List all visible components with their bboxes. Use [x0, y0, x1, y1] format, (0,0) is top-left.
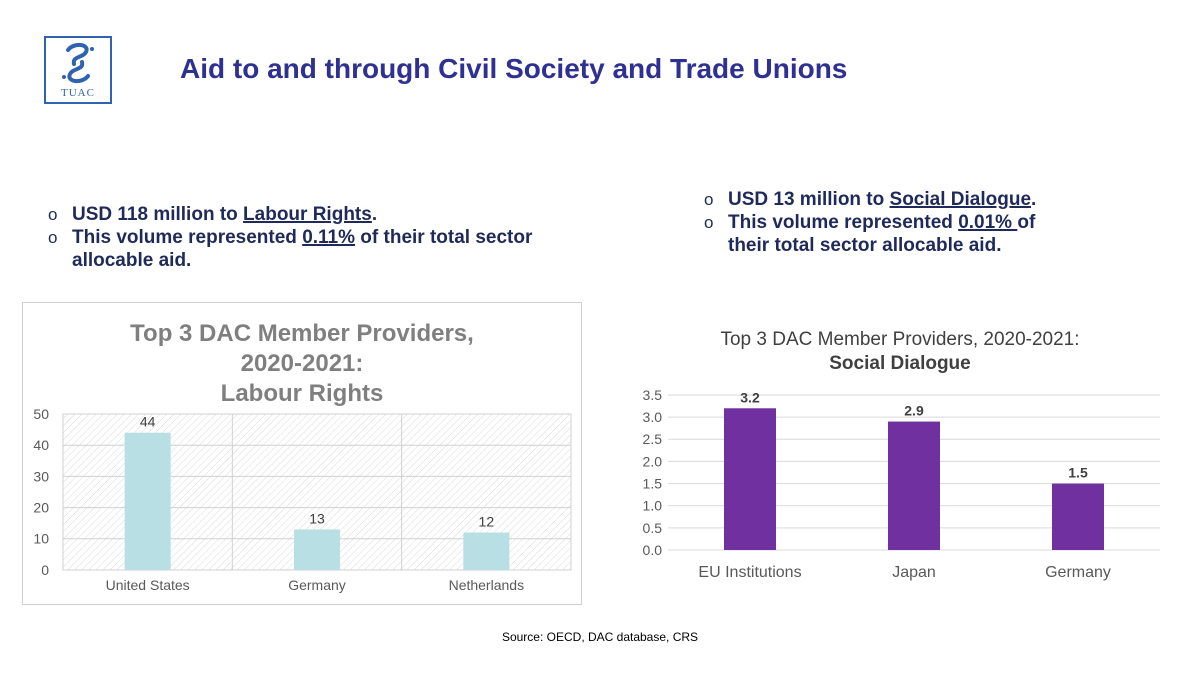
y-tick-label: 10 [33, 531, 49, 547]
labour-rights-chart: Top 3 DAC Member Providers, 2020-2021: L… [22, 302, 582, 605]
x-tick-label: Germany [288, 577, 346, 593]
social-dialogue-chart: Top 3 DAC Member Providers, 2020-2021: S… [620, 322, 1180, 592]
bullet-text: This volume represented [728, 212, 959, 233]
bullet-text: of their total sector allocable aid. [72, 227, 533, 271]
data-label: 3.2 [740, 389, 760, 405]
bar [1052, 483, 1104, 550]
bullet-text: USD 118 million to [72, 204, 244, 225]
x-tick-label: Japan [892, 564, 936, 581]
y-tick-label: 0.0 [643, 542, 663, 558]
bar [888, 421, 940, 550]
y-tick-label: 30 [33, 468, 49, 484]
data-label: 13 [309, 510, 325, 526]
left-bullet-1: USD 118 million to Labour Rights. [44, 203, 584, 226]
right-bullet-2: This volume represented 0.01% of their t… [700, 211, 1080, 257]
left-bullet-list: USD 118 million to Labour Rights. This v… [44, 203, 584, 272]
page-title: Aid to and through Civil Society and Tra… [180, 53, 848, 84]
data-label: 2.9 [904, 403, 924, 419]
right-bullet-1: USD 13 million to Social Dialogue. [700, 188, 1080, 211]
left-bullet-2: This volume represented 0.11% of their t… [44, 226, 584, 272]
source-note: Source: OECD, DAC database, CRS [501, 630, 699, 644]
data-label: 1.5 [1068, 465, 1088, 481]
y-tick-label: 0 [41, 562, 49, 578]
labour-rights-link-text: Labour Rights [243, 204, 372, 225]
y-tick-label: 50 [33, 406, 49, 422]
bar [463, 532, 510, 570]
y-tick-label: 1.5 [643, 475, 663, 491]
share-value: 0.11% [302, 227, 356, 248]
share-value: 0.01% [958, 212, 1018, 233]
x-tick-label: Netherlands [449, 577, 525, 593]
social-dialogue-plot: 0.0 0.5 1.0 1.5 2.0 2.5 3.0 3.5 3.2 EU Institutio… [643, 387, 1160, 581]
bullet-text: . [1031, 189, 1037, 210]
data-label: 12 [479, 514, 495, 530]
logo-text: TUAC [61, 87, 95, 99]
y-tick-label: 3.0 [643, 409, 663, 425]
bar [294, 529, 340, 570]
y-tick-label: 0.5 [643, 520, 663, 536]
chart-title-line: 2020-2021: [240, 350, 364, 377]
x-tick-label: Germany [1045, 564, 1111, 581]
y-tick-label: 3.5 [643, 387, 663, 403]
tuac-logo: TUAC [44, 36, 112, 104]
chart-title: Top 3 DAC Member Providers, 2020-2021: L… [23, 319, 581, 409]
chart-title-line: Labour Rights [220, 380, 384, 407]
y-tick-label: 20 [33, 500, 49, 516]
bar [124, 432, 171, 570]
chart-title: Top 3 DAC Member Providers, 2020-2021: S… [620, 328, 1180, 376]
right-bullet-list: USD 13 million to Social Dialogue. This … [700, 188, 1080, 257]
labour-rights-plot: 0 10 20 30 40 50 44 United States 13 Germany 12 Net… [33, 406, 572, 593]
chart-title-line: Top 3 DAC Member Providers, 2020-2021: [720, 329, 1080, 350]
x-tick-label: United States [106, 577, 190, 593]
x-tick-label: EU Institutions [698, 564, 801, 581]
y-tick-label: 2.5 [643, 431, 663, 447]
social-dialogue-link-text: Social Dialogue [889, 189, 1032, 210]
chart-subtitle: Social Dialogue [829, 353, 971, 374]
bullet-text: USD 13 million to [728, 189, 890, 210]
chart-title-line: Top 3 DAC Member Providers, [130, 320, 474, 347]
bullet-text: This volume represented [72, 227, 303, 248]
bullet-text: . [371, 204, 378, 225]
bullet-text: of their total sector allocable aid. [728, 212, 1036, 256]
y-tick-label: 1.0 [643, 498, 663, 514]
swirl-icon [62, 43, 94, 83]
bar [724, 408, 776, 550]
y-tick-label: 2.0 [643, 453, 663, 469]
data-label: 44 [140, 414, 156, 430]
y-tick-label: 40 [33, 437, 49, 453]
